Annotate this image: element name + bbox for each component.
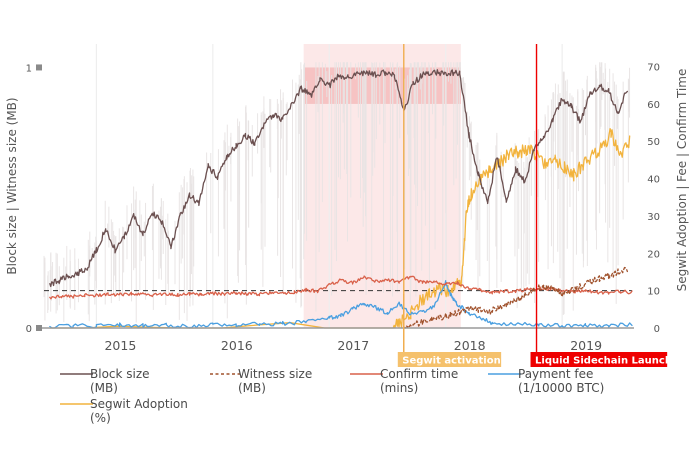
legend-item-confirm-time[interactable]: Confirm time(mins) bbox=[350, 367, 458, 395]
legend-item-block-size[interactable]: Block size(MB) bbox=[60, 367, 150, 395]
legend-item-segwit-adoption[interactable]: Segwit Adoption(%) bbox=[60, 397, 188, 425]
legend-label-confirm-time-line1: Confirm time bbox=[380, 367, 458, 381]
annotation-label: Liquid Sidechain Launch bbox=[535, 356, 672, 367]
legend-item-witness-size[interactable]: Witness size(MB) bbox=[210, 367, 312, 395]
left-tick-marker-0 bbox=[36, 325, 42, 331]
x-tick-label-2017: 2017 bbox=[337, 338, 369, 353]
legend-label-block-size-line1: Block size bbox=[90, 367, 150, 381]
x-tick-label-2019: 2019 bbox=[570, 338, 602, 353]
y-axis-right-title: Segwit Adoption | Fee | Confirm Time bbox=[675, 69, 689, 292]
legend[interactable]: Block size(MB)Witness size(MB)Confirm ti… bbox=[60, 367, 604, 425]
legend-label-block-size-line2: (MB) bbox=[90, 381, 118, 395]
left-tick-label-1: 1 bbox=[26, 63, 32, 74]
series-group bbox=[49, 69, 633, 329]
block-size-raw-noise bbox=[43, 62, 631, 323]
right-tick-label-70: 70 bbox=[647, 62, 660, 73]
annotation-liquid-sidechain[interactable]: Liquid Sidechain Launch bbox=[530, 352, 672, 367]
legend-label-payment-fee-line2: (1/10000 BTC) bbox=[518, 381, 604, 395]
annotation-label: Segwit activation bbox=[402, 356, 500, 367]
right-tick-label-20: 20 bbox=[647, 249, 660, 260]
right-tick-label-0: 0 bbox=[654, 324, 660, 335]
x-tick-label-2018: 2018 bbox=[454, 338, 486, 353]
series-line-block-size-mb bbox=[49, 69, 628, 288]
annotation-segwit-activation[interactable]: Segwit activation bbox=[397, 352, 502, 367]
left-tick-marker-1 bbox=[36, 64, 42, 71]
x-tick-label-2016: 2016 bbox=[221, 338, 253, 353]
legend-label-segwit-adoption-line1: Segwit Adoption bbox=[90, 397, 188, 411]
annotation-box[interactable] bbox=[530, 352, 668, 367]
legend-label-payment-fee-line1: Payment fee bbox=[518, 367, 593, 381]
series-line-witness-size-mb bbox=[403, 266, 628, 329]
right-tick-label-30: 30 bbox=[647, 212, 660, 223]
legend-label-witness-size-line1: Witness size bbox=[238, 367, 312, 381]
annotations-group[interactable]: Segwit activation Liquid Sidechain Launch bbox=[397, 44, 672, 367]
series-line-payment-fee-1-10000-btc bbox=[49, 280, 633, 329]
x-tick-label-2015: 2015 bbox=[104, 338, 136, 353]
legend-label-confirm-time-line2: (mins) bbox=[380, 381, 418, 395]
right-tick-label-50: 50 bbox=[647, 137, 660, 148]
left-tick-label-0: 0 bbox=[26, 324, 32, 335]
right-tick-label-60: 60 bbox=[647, 100, 660, 111]
right-tick-label-10: 10 bbox=[647, 287, 660, 298]
annotation-box[interactable] bbox=[397, 352, 502, 367]
legend-label-witness-size-line2: (MB) bbox=[238, 381, 266, 395]
right-tick-label-40: 40 bbox=[647, 175, 660, 186]
y-axis-left-title: Block size | Witness size (MB) bbox=[5, 97, 19, 274]
legend-item-payment-fee[interactable]: Payment fee(1/10000 BTC) bbox=[488, 367, 604, 395]
legend-label-segwit-adoption-line2: (%) bbox=[90, 411, 111, 425]
series-line-segwit-adoption bbox=[49, 127, 631, 329]
